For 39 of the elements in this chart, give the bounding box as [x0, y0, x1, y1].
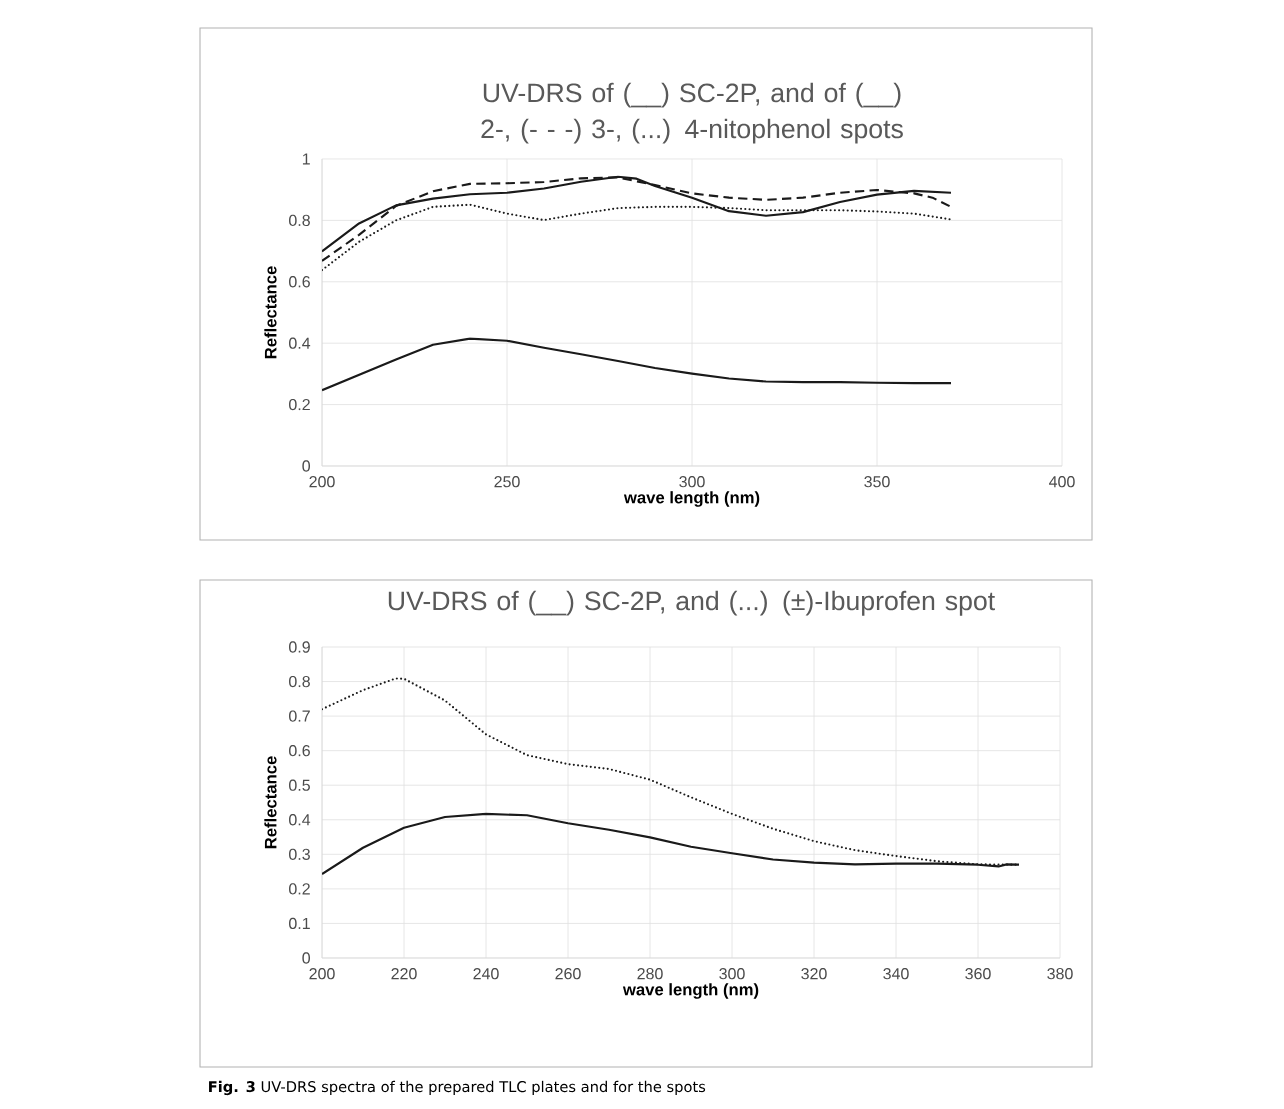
y-tick-label: 0.4 [289, 337, 311, 349]
x-tick-label: 220 [391, 968, 417, 980]
y-tick-label: 0.9 [289, 641, 310, 653]
y-tick-label: 0 [302, 952, 311, 964]
y-tick-label: 0.6 [289, 745, 310, 757]
x-tick-label: 300 [679, 476, 705, 488]
x-tick-label: 260 [555, 968, 581, 980]
chart-title: UV-DRS of (__) SC-2P, and of (__) 2-, (- - -) 3-, (...) 4-nitophenol spots [481, 82, 903, 144]
x-tick-label: 200 [309, 476, 335, 488]
y-tick-label: 0.2 [289, 398, 310, 411]
x-tick-label: 400 [1049, 476, 1075, 488]
y-tick-label: 0.1 [289, 917, 310, 930]
x-axis-title: wave length (nm) [623, 491, 760, 507]
text: Fig. 3 UV-DRS spectra of the prepared TLC plates and for the spots [209, 1080, 706, 1096]
y-tick-label: 0.2 [289, 883, 310, 895]
x-tick-label: 240 [473, 968, 499, 980]
y-tick-label: 1 [302, 153, 310, 165]
x-tick-label: 340 [883, 968, 909, 980]
chart-title: UV-DRS of (__) SC-2P, and (...) (±)-Ibuprofen spot [388, 590, 995, 616]
y-axis-title: Reflectance [264, 266, 277, 359]
y-tick-label: 0.3 [289, 848, 310, 860]
x-tick-label: 250 [494, 476, 520, 488]
x-tick-label: 350 [864, 476, 890, 488]
y-tick-label: 0.6 [289, 276, 310, 288]
x-tick-label: 380 [1047, 968, 1073, 980]
x-tick-label: 320 [801, 968, 827, 980]
line-series [322, 337, 953, 392]
x-axis-title: wave length (nm) [622, 983, 759, 999]
x-tick-label: 360 [965, 968, 991, 980]
y-tick-label: 0 [302, 460, 311, 472]
x-tick-label: 200 [309, 968, 335, 980]
y-tick-label: 0.5 [289, 779, 310, 791]
y-tick-label: 0.8 [289, 675, 310, 688]
y-tick-label: 0.7 [289, 710, 310, 722]
y-tick-label: 0.8 [289, 214, 310, 227]
x-tick-label: 280 [637, 968, 663, 980]
y-axis-title: Reflectance [264, 756, 277, 849]
y-tick-label: 0.4 [289, 814, 311, 826]
x-tick-label: 300 [719, 968, 745, 980]
